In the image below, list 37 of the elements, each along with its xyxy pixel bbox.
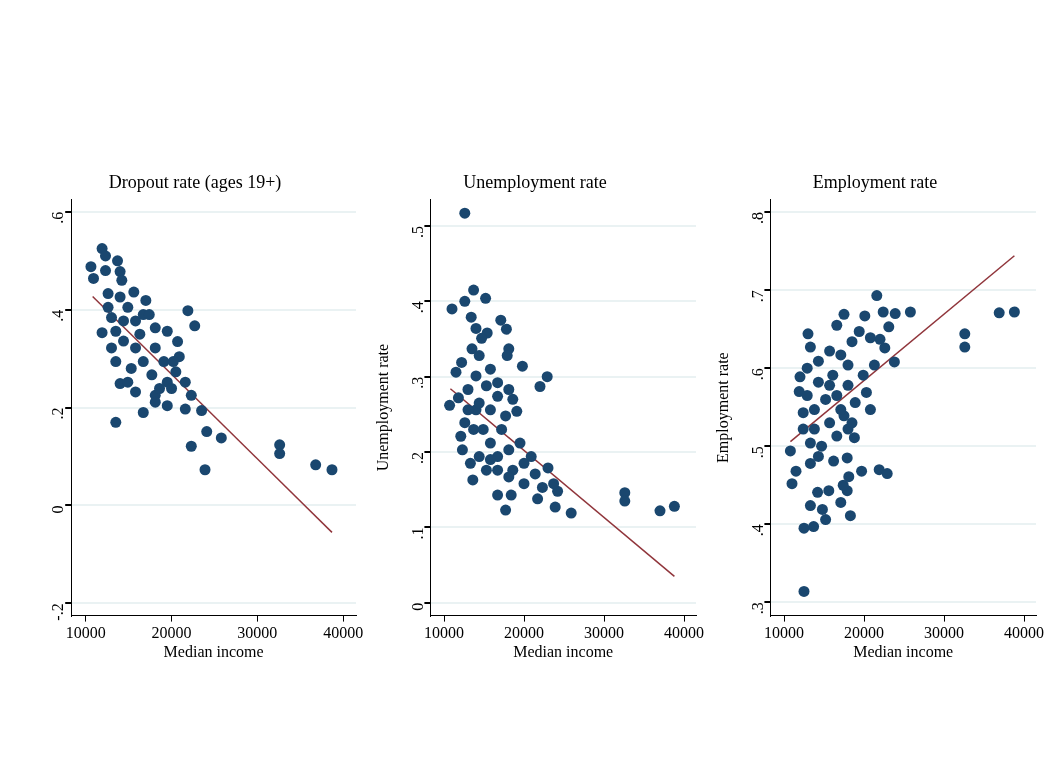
y-tick-label: .4 — [748, 524, 766, 537]
y-tick-label: .1 — [408, 527, 426, 540]
y-tick-label: .2 — [408, 452, 426, 465]
y-tick-label: .5 — [408, 225, 426, 238]
y-tick-label: 0 — [49, 505, 67, 514]
x-tick-label: 10000 — [424, 624, 464, 642]
x-tick-label: 10000 — [65, 624, 106, 642]
y-tick-label: .3 — [748, 602, 766, 615]
x-tick-label: 40000 — [323, 624, 364, 642]
x-tick-label: 20000 — [504, 624, 544, 642]
chart-title: Dropout rate (ages 19+) — [108, 171, 282, 193]
x-axis-title: Median income — [163, 642, 264, 660]
y-tick-label: 0 — [408, 602, 426, 611]
y-tick-label: .6 — [49, 211, 67, 224]
y-tick-label: .8 — [748, 212, 766, 225]
x-tick-label: 20000 — [151, 624, 192, 642]
y-tick-label: .5 — [748, 446, 766, 459]
y-tick-label: .2 — [49, 407, 67, 420]
x-axis-title: Median income — [513, 642, 614, 660]
chart-title: Employment rate — [812, 171, 938, 192]
y-tick-label: -.2 — [49, 603, 67, 621]
x-tick-label: 30000 — [237, 624, 278, 642]
y-tick-label: .7 — [748, 290, 766, 303]
x-axis-title: Median income — [853, 642, 954, 660]
y-axis-title: Unemployment rate — [373, 343, 392, 472]
y-axis-title: Employment rate — [713, 352, 732, 463]
y-tick-label: .4 — [49, 309, 67, 322]
x-tick-label: 20000 — [844, 624, 884, 642]
y-tick-label: .4 — [408, 301, 426, 314]
y-tick-label: .6 — [748, 368, 766, 381]
x-tick-label: 40000 — [664, 624, 704, 642]
x-tick-label: 40000 — [1004, 624, 1044, 642]
x-tick-label: 10000 — [764, 624, 804, 642]
chart-title: Unemployment rate — [463, 171, 607, 192]
y-tick-label: .3 — [408, 376, 426, 389]
x-tick-label: 30000 — [584, 624, 624, 642]
x-tick-label: 30000 — [924, 624, 964, 642]
